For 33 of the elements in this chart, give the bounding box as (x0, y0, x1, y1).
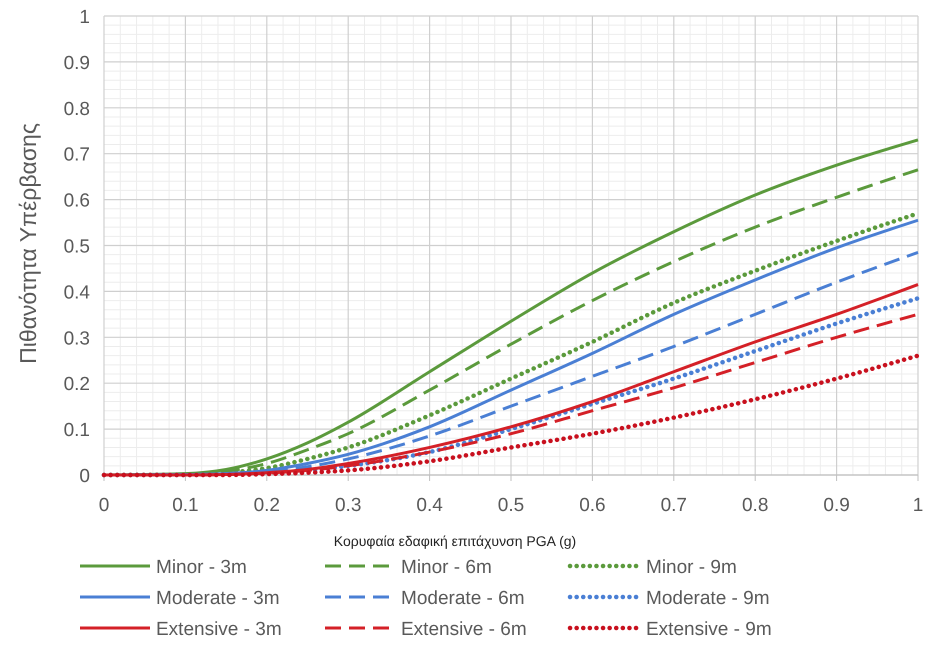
y-tick-label: 0.1 (64, 420, 90, 442)
legend-label: Extensive - 6m (401, 619, 527, 640)
legend-label: Moderate - 6m (401, 588, 525, 609)
y-tick-label: 0.8 (64, 98, 90, 120)
x-tick-label: 0.2 (254, 495, 280, 516)
y-tick-label: 0.9 (64, 52, 90, 74)
y-tick-label: 1 (79, 7, 90, 28)
x-tick-label: 1 (912, 495, 924, 516)
y-tick-label: 0.7 (64, 144, 90, 166)
y-tick-label: 0.3 (64, 328, 90, 350)
x-tick-label: 0.7 (660, 495, 688, 516)
y-axis-title: Πιθανότητα Υπέρβασης (15, 123, 41, 364)
x-tick-label: 0.4 (416, 495, 444, 516)
y-tick-label: 0 (79, 466, 90, 487)
x-tick-label: 0.8 (742, 495, 768, 516)
x-axis-title: Κορυφαία εδαφική επιτάχυνση PGA (g) (334, 533, 576, 549)
legend-label: Minor - 3m (156, 557, 247, 578)
x-tick-label: 0.9 (823, 495, 850, 516)
y-tick-label: 0.6 (64, 190, 90, 212)
legend-label: Extensive - 9m (646, 619, 772, 640)
legend-label: Minor - 9m (646, 557, 737, 578)
y-tick-label: 0.4 (64, 282, 90, 304)
y-tick-label: 0.2 (64, 374, 90, 396)
x-tick-label: 0.5 (498, 495, 524, 516)
x-tick-label: 0.3 (334, 495, 362, 516)
legend-label: Extensive - 3m (156, 619, 282, 640)
legend-label: Moderate - 9m (646, 588, 770, 609)
x-tick-label: 0.1 (172, 495, 199, 516)
y-tick-label: 0.5 (64, 236, 90, 258)
legend-label: Moderate - 3m (156, 588, 280, 609)
x-tick-label: 0 (98, 495, 110, 516)
x-tick-label: 0.6 (579, 495, 606, 516)
legend-label: Minor - 6m (401, 557, 492, 578)
